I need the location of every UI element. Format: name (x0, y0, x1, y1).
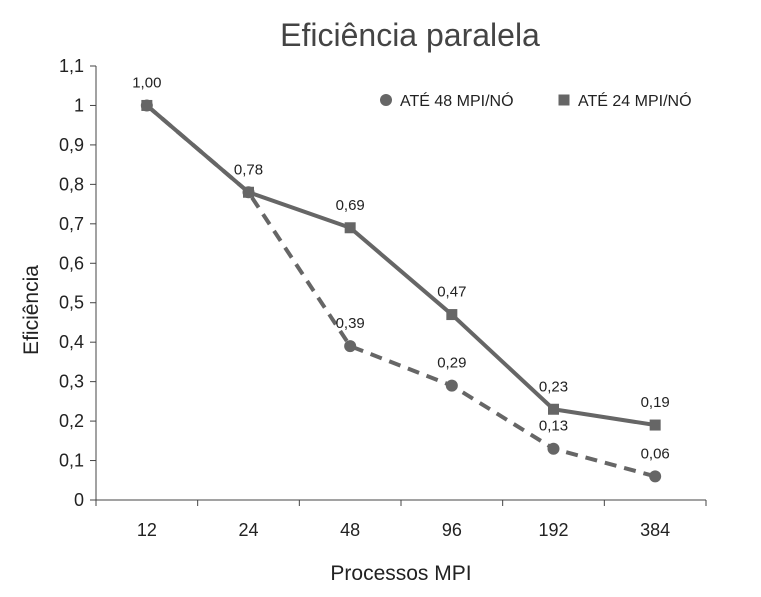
data-label: 0,39 (336, 315, 365, 332)
data-label: 0,78 (234, 161, 263, 178)
data-label: 0,47 (437, 284, 466, 301)
series-1-point (649, 470, 662, 483)
y-tick-label: 0,6 (59, 253, 84, 273)
series-2-point (141, 99, 153, 111)
y-tick-label: 1 (74, 95, 84, 115)
series-2-point (243, 186, 254, 198)
y-tick-label: 0,4 (59, 332, 84, 352)
data-label: 0,19 (641, 394, 670, 411)
legend-marker-2 (558, 94, 570, 106)
y-tick-label: 0,5 (59, 293, 84, 313)
legend: ATÉ 48 MPI/NÓ ATÉ 24 MPI/NÓ (380, 91, 692, 110)
data-labels-layer: 0,39 0,29 0,13 0,06 1,00 0,78 0,69 0,47 0,23 0,19 (132, 74, 670, 462)
series-1-point (344, 340, 357, 353)
y-tick-label: 0,2 (59, 411, 84, 431)
data-label: 0,69 (336, 197, 365, 214)
series-1-point (445, 379, 458, 392)
series-line-2 (145, 103, 656, 428)
y-tick-label: 0,7 (59, 214, 84, 234)
data-label: 1,00 (132, 74, 161, 91)
data-label: 0,13 (539, 418, 568, 435)
series-2-point (446, 309, 458, 321)
y-tick-label: 0,8 (59, 174, 84, 194)
series-layer (140, 99, 662, 483)
legend-label-1: ATÉ 48 MPI/NÓ (400, 91, 514, 110)
series-line-1 (145, 103, 656, 479)
series-2-point (649, 419, 661, 431)
x-tick-label: 12 (137, 520, 157, 540)
y-tick-label: 0 (74, 490, 84, 510)
x-tick-label: 192 (538, 520, 568, 540)
chart-title: Eficiência paralela (280, 17, 540, 53)
axes: 0 0,1 0,2 0,3 0,4 0,5 0,6 0,7 0,8 0,9 1 1,1 12 24 48 96… (59, 56, 707, 540)
y-tick-label: 0,9 (59, 135, 84, 155)
y-axis-label: Eficiência (20, 265, 43, 355)
x-tick-label: 48 (340, 520, 360, 540)
x-tick-label: 96 (442, 520, 462, 540)
series-2-point (548, 403, 559, 415)
data-label: 0,23 (539, 378, 568, 395)
legend-marker-1 (380, 94, 392, 106)
x-tick-label: 24 (238, 520, 258, 540)
series-1-point (547, 442, 560, 455)
y-tick-label: 0,3 (59, 372, 84, 392)
data-label: 0,06 (641, 445, 670, 462)
y-tick-label: 0,1 (59, 451, 84, 471)
data-label: 0,29 (437, 355, 466, 372)
y-tick-label: 1,1 (59, 56, 84, 76)
x-tick-label: 384 (640, 520, 670, 540)
legend-label-2: ATÉ 24 MPI/NÓ (578, 91, 692, 110)
x-axis-label: Processos MPI (330, 562, 471, 585)
series-2-point (344, 222, 356, 234)
